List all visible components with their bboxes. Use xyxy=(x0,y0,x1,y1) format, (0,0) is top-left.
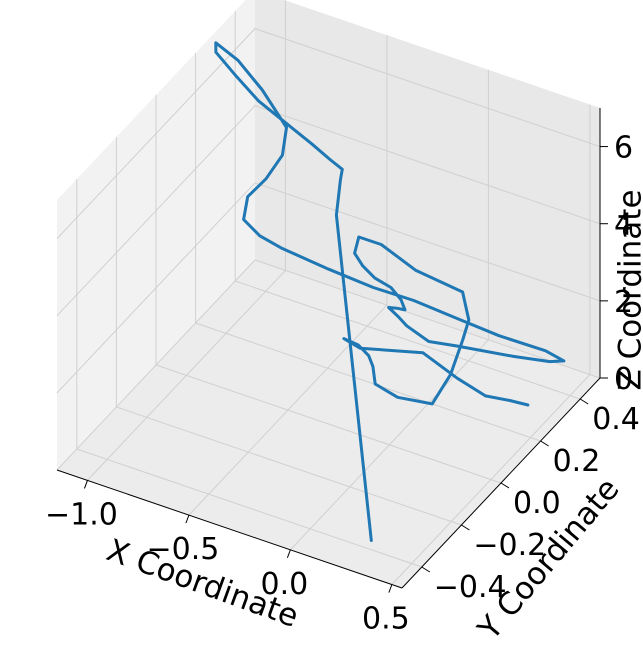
y-tick-mark xyxy=(579,398,589,405)
x-tick-label: 0.5 xyxy=(362,602,410,637)
x-tick-mark xyxy=(388,584,393,593)
z-tick-label: 2 xyxy=(614,285,633,320)
y-tick-label: 0.2 xyxy=(553,444,601,479)
y-tick-mark xyxy=(421,566,431,573)
back-wall-pane xyxy=(255,0,600,378)
y-tick-label: −0.2 xyxy=(473,528,546,563)
z-gridline xyxy=(56,259,601,471)
axes-grid xyxy=(56,0,601,585)
series-line-0 xyxy=(214,41,566,542)
x-axis-line xyxy=(56,469,403,589)
x-tick-label: 0.0 xyxy=(261,567,309,602)
x-tick-mark xyxy=(185,514,190,524)
tick-labels: −1.0 −0.5 0.0 0.5 −0.4 −0.2 0.0 0.2 0.4 0 2 4 6 xyxy=(45,131,640,637)
x-tick-mark xyxy=(83,480,88,489)
z-gridline xyxy=(56,105,601,317)
y-tick-label: 0.4 xyxy=(592,402,640,437)
z-gridline xyxy=(56,182,601,394)
y-tick-label: 0.0 xyxy=(513,486,561,521)
z-tick-label: 6 xyxy=(614,131,633,166)
series-layer xyxy=(214,41,566,542)
z-tick-label: 4 xyxy=(614,208,633,243)
x-tick-label: −0.5 xyxy=(146,532,219,567)
y-tick-mark xyxy=(500,482,510,489)
x-tick-label: −1.0 xyxy=(45,497,118,532)
z-gridline xyxy=(56,28,601,239)
z-tick-label: 0 xyxy=(614,362,633,397)
y-tick-mark xyxy=(461,524,470,531)
z-axis-label: Z Coordinate xyxy=(613,189,643,390)
x-tick-mark xyxy=(286,549,291,558)
y-tick-mark xyxy=(540,440,549,447)
y-tick-label: −0.4 xyxy=(434,570,507,605)
